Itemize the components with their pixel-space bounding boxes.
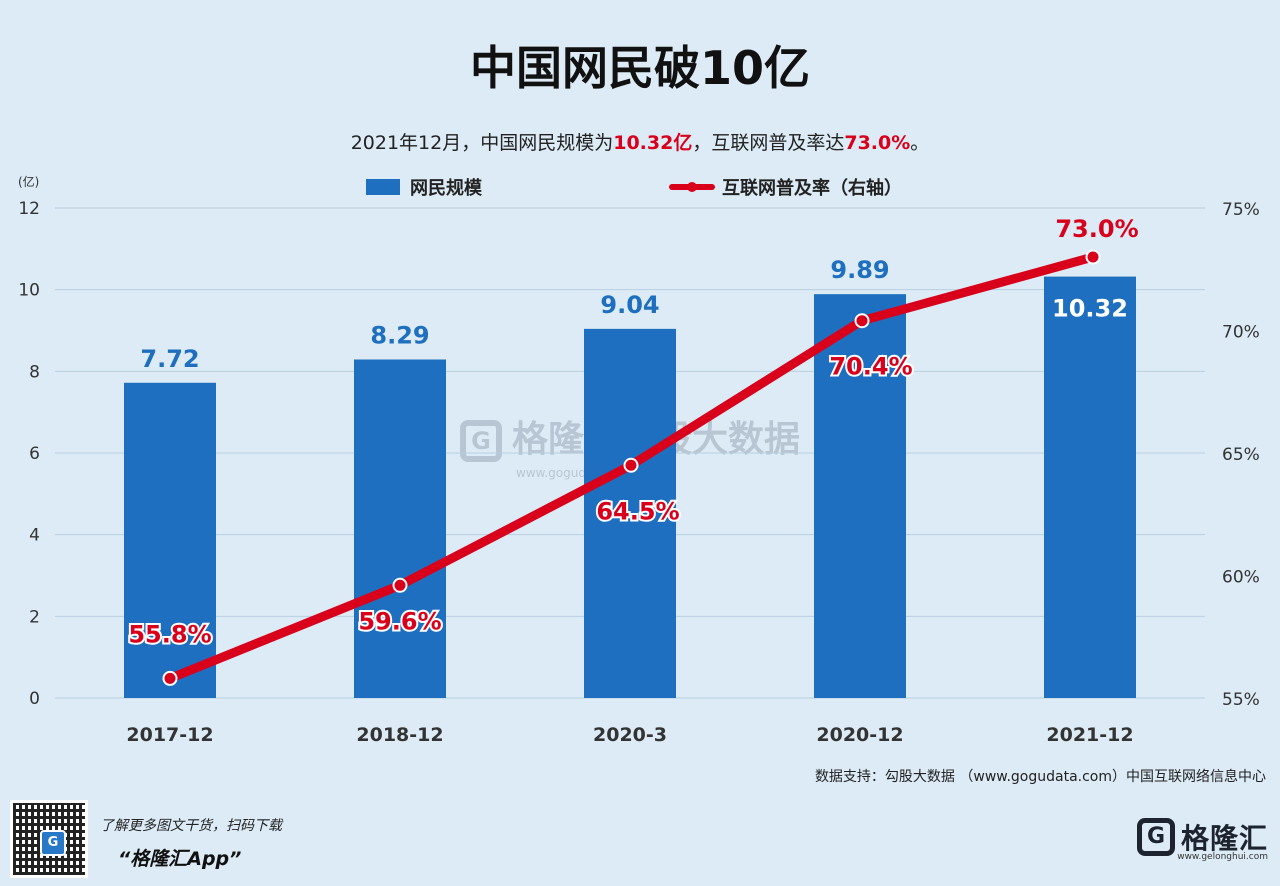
rate-point [623, 457, 639, 473]
y-tick-label: 12 [18, 199, 40, 219]
rate-value-label: 70.4% [829, 353, 912, 381]
rate-point [392, 577, 408, 593]
bar [584, 328, 676, 698]
bar-value-label: 7.72 [140, 345, 199, 373]
rate-point [1085, 249, 1101, 265]
y2-tick-label: 75% [1222, 200, 1260, 220]
y-tick-label: 8 [29, 362, 40, 382]
x-tick-label: 2020-3 [593, 724, 667, 746]
bar [354, 359, 446, 698]
qr-code: G [10, 800, 88, 878]
bar-value-label: 8.29 [370, 321, 429, 349]
y-tick-label: 4 [29, 526, 40, 546]
bar [124, 382, 216, 698]
subtitle-highlight-rate: 73.0% [844, 132, 911, 154]
y2-tick-label: 60% [1222, 568, 1260, 588]
y2-tick-label: 70% [1222, 323, 1260, 343]
brand-g-icon: G [1136, 818, 1175, 856]
brand-url: www.gelonghui.com [1177, 852, 1268, 862]
y-tick-label: 10 [18, 281, 40, 301]
rate-value-label: 55.8% [128, 620, 211, 648]
bar-value-label: 10.32 [1052, 295, 1128, 323]
y-tick-label: 0 [29, 689, 40, 709]
subtitle-text-2: ，互联网普及率达 [692, 132, 845, 154]
x-tick-label: 2020-12 [816, 724, 903, 746]
legend-line-label: 互联网普及率（右轴） [722, 177, 902, 199]
rate-point [162, 670, 178, 686]
bar-value-label: 9.89 [830, 256, 889, 284]
rate-value-label: 64.5% [596, 497, 679, 525]
rate-value-label: 59.6% [358, 607, 441, 635]
combo-chart: 0 2 4 6 8 10 12 55% 60% 65% 70% 75% (亿) 网民规模 互联网普及率（右轴… [18, 174, 1260, 746]
x-tick-label: 2017-12 [126, 724, 213, 746]
subtitle-text-3: 。 [910, 132, 930, 154]
brand-logo[interactable]: G 格隆汇 www.gelonghui.com [1136, 812, 1268, 862]
rate-point [854, 313, 870, 329]
legend-bar-label: 网民规模 [410, 177, 483, 199]
chart-title: 中国网民破10亿 [469, 41, 810, 95]
y2-tick-label: 55% [1222, 690, 1260, 710]
promo-app-name: “格隆汇App” [118, 848, 242, 870]
y-tick-label: 2 [29, 607, 40, 627]
bar [1044, 276, 1136, 698]
x-tick-label: 2021-12 [1046, 724, 1133, 746]
subtitle-highlight-users: 10.32亿 [613, 132, 693, 154]
qr-logo-icon: G [40, 830, 66, 856]
rate-value-label: 73.0% [1055, 215, 1138, 243]
y2-tick-label: 65% [1222, 445, 1260, 465]
bar [814, 294, 906, 698]
subtitle-text-1: 2021年12月，中国网民规模为 [350, 132, 614, 154]
bar-value-label: 9.04 [600, 291, 659, 319]
y-tick-label: 6 [29, 444, 40, 464]
data-source: 数据支持：勾股大数据 （www.gogudata.com）中国互联网络信息中心 [814, 769, 1266, 785]
legend-line-marker [687, 182, 697, 192]
footer: G 了解更多图文干货，扫码下载 “格隆汇App” G 格隆汇 www.gelon… [0, 790, 1280, 886]
brand-name: 格隆汇 [1180, 822, 1268, 855]
legend-bar-swatch [366, 179, 400, 195]
x-tick-label: 2018-12 [356, 724, 443, 746]
y-unit-label: (亿) [18, 174, 39, 189]
chart-subtitle: 2021年12月，中国网民规模为10.32亿，互联网普及率达73.0%。 [0, 128, 1280, 155]
promo-text: 了解更多图文干货，扫码下载 [100, 818, 282, 834]
